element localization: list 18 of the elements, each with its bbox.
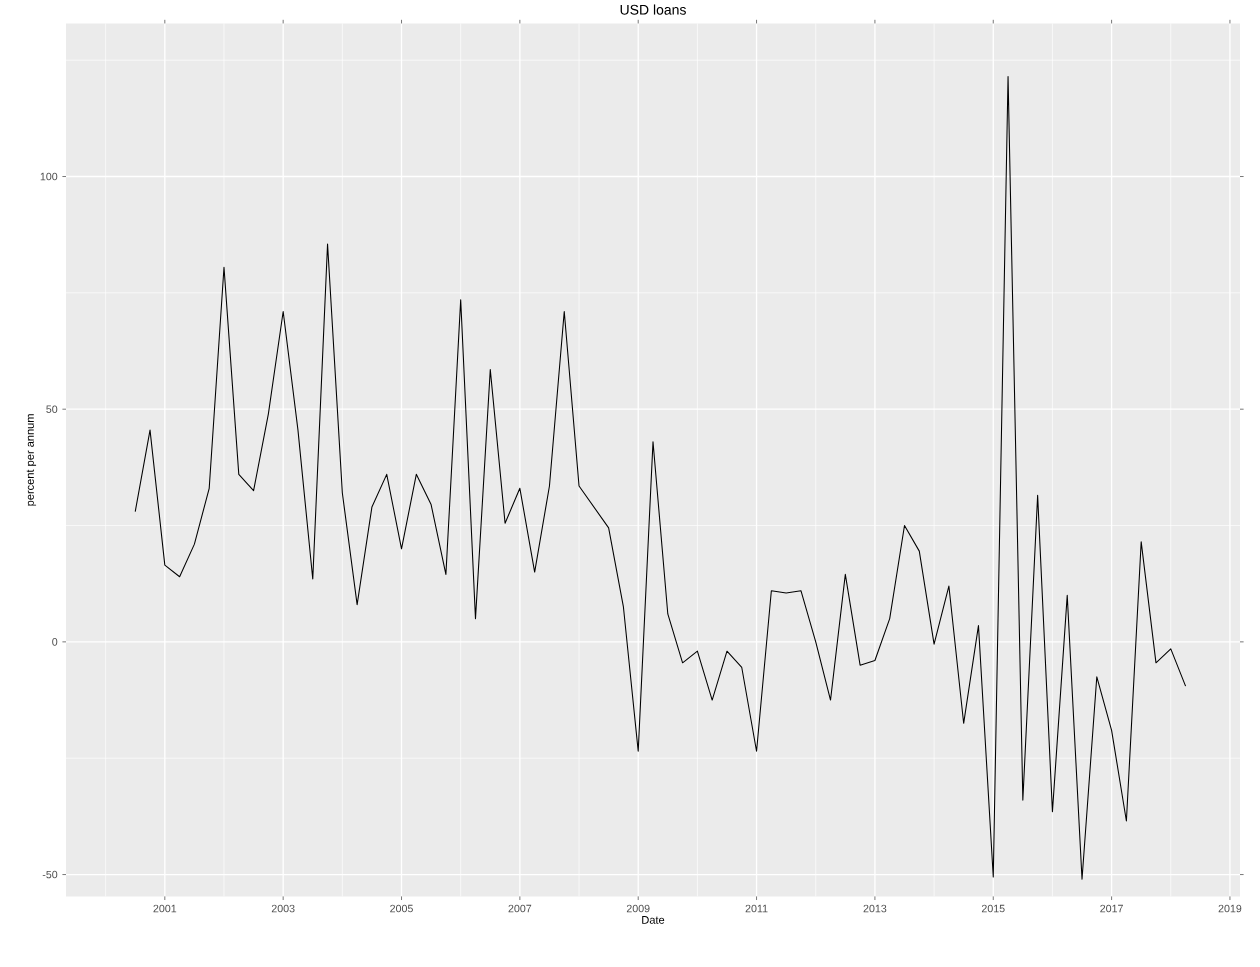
line-series [134,75,1187,880]
chart-title: USD loans [620,4,686,15]
x-axis-title: Date [642,915,665,924]
x-tick-label: 2011 [745,904,768,913]
y-tick-label: 100 [40,172,58,181]
x-tick-label: 2017 [1100,904,1123,913]
x-tick-label: 2015 [981,904,1005,913]
x-tick-label: 2001 [153,904,177,913]
y-tick-label: 0 [52,637,58,646]
y-tick-label: 50 [46,405,58,413]
x-tick-label: 2005 [390,904,413,913]
x-tick-label: 2003 [271,904,295,913]
x-tick-label: 2009 [626,904,650,913]
x-tick-label: 2013 [863,904,887,913]
y-axis-title: percent per annum [26,414,37,506]
y-tick-label: -50 [42,870,58,879]
x-tick-label: 2007 [508,904,532,913]
x-tick-label: 2019 [1218,904,1242,913]
